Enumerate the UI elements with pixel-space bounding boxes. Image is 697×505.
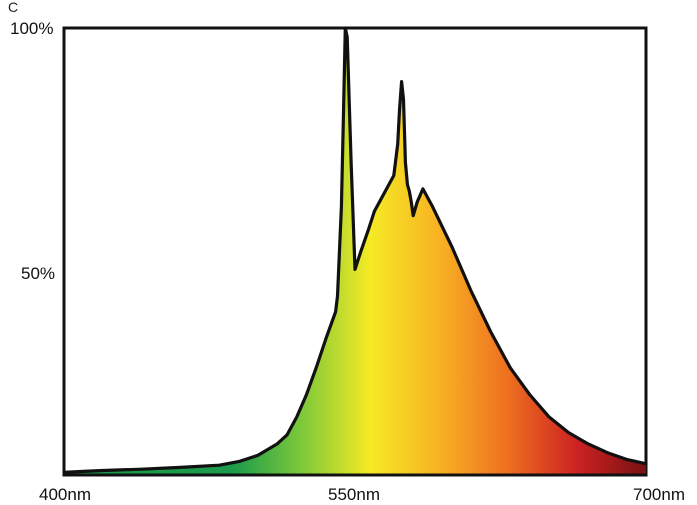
x-tick-label-700: 700nm <box>633 485 685 504</box>
y-tick-label-50: 50% <box>21 264 55 283</box>
spectrum-area <box>64 28 646 475</box>
x-tick-label-400: 400nm <box>39 485 91 504</box>
y-tick-label-100: 100% <box>10 19 53 38</box>
x-tick-label-550: 550nm <box>328 485 380 504</box>
top-text-fragment: C <box>8 0 18 15</box>
spectrum-line <box>62 26 648 474</box>
